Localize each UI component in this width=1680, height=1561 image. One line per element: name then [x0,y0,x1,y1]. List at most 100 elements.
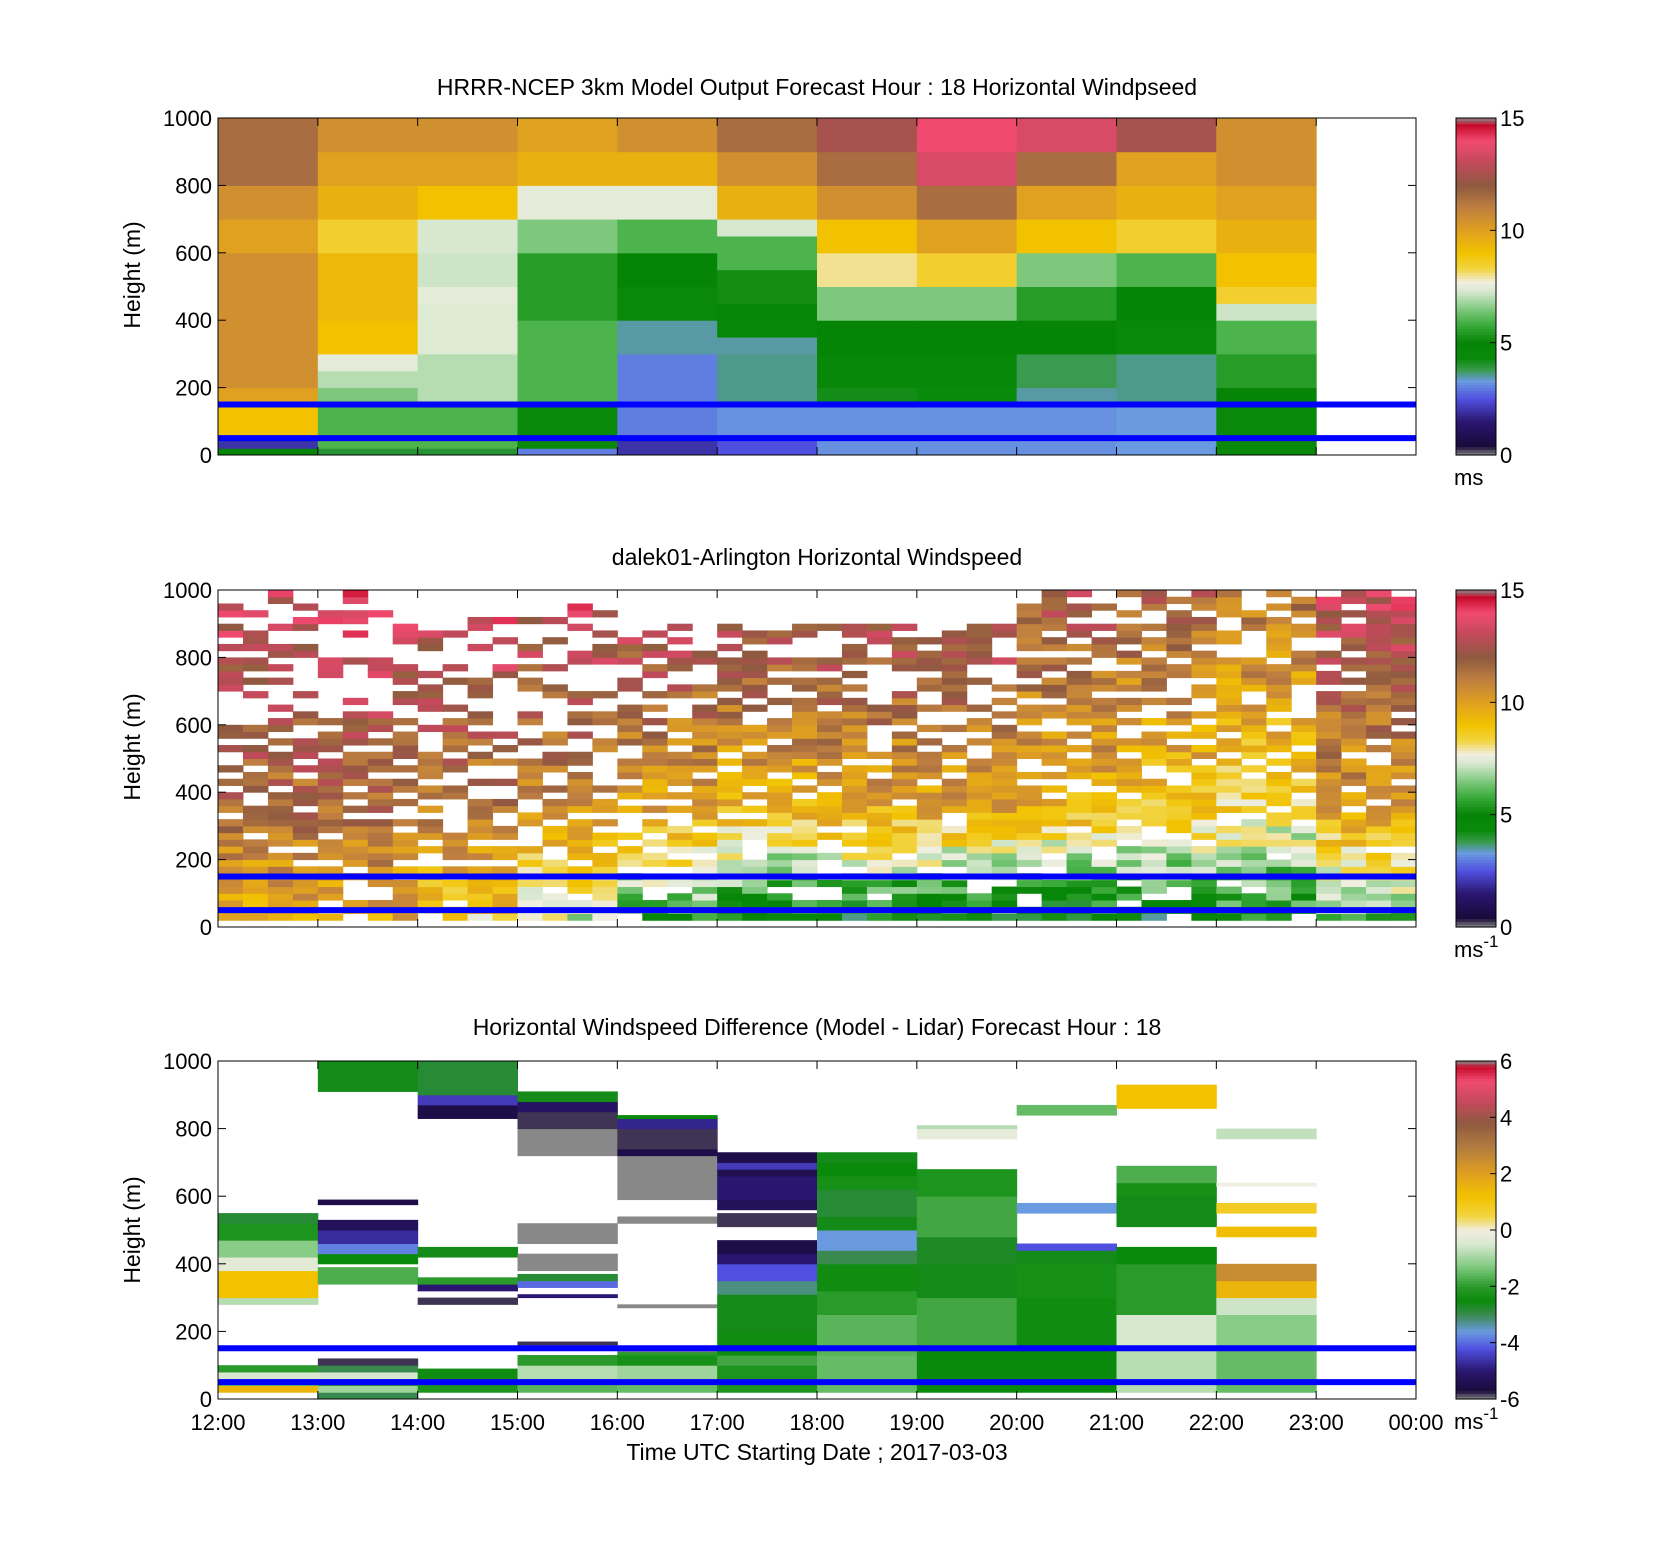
heatmap-cell [417,785,444,793]
heatmap-cell [218,684,244,692]
heatmap-cell [317,778,344,786]
heatmap-cell [317,657,344,665]
heatmap-cell [1366,724,1392,733]
heatmap-cell [317,913,344,921]
heatmap-cell [617,711,643,719]
heatmap-cell [841,893,868,901]
heatmap-cell [841,731,868,739]
heatmap-cell [218,819,244,827]
colorbar-segment [1456,1201,1496,1206]
heatmap-cell [292,711,319,719]
heatmap-cell [392,839,419,847]
heatmap-cell [1116,185,1217,220]
heatmap-cell [941,637,968,645]
heatmap-cell [941,657,968,665]
heatmap-cell [941,643,968,652]
heatmap-cell [1141,697,1167,706]
colorbar-segment [1456,151,1496,156]
heatmap-cell [1141,859,1167,867]
colorbar-segment [1456,859,1496,864]
colorbar-segment [1456,292,1496,296]
heatmap-cell [592,879,618,888]
heatmap-cell [891,704,918,712]
heatmap-cell [517,1280,618,1288]
colorbar-segment [1456,1224,1496,1228]
colorbar-segment [1456,216,1496,220]
heatmap-cell [1091,893,1117,901]
heatmap-cell [916,792,943,800]
colorbar-segment [1456,376,1496,380]
heatmap-cell [417,792,444,800]
colorbar-segment [1456,668,1496,673]
heatmap-cell [1366,643,1392,652]
heatmap-cell [1216,893,1242,901]
heatmap-cell [841,900,868,908]
heatmap-cell [1241,677,1267,685]
x-tick-label: 20:00 [989,1410,1044,1435]
heatmap-cell [1316,771,1342,780]
heatmap-cell [1291,798,1317,807]
heatmap-cell [1191,590,1217,598]
heatmap-cell [218,846,244,854]
heatmap-cell [492,893,518,901]
heatmap-cell [1366,839,1392,847]
heatmap-cell [417,805,444,813]
heatmap-cell [392,778,419,786]
colorbar-segment [1456,207,1496,212]
heatmap-cell [692,798,718,807]
heatmap-cell [742,893,768,901]
heatmap-cell [916,404,1018,456]
heatmap-cell [517,893,543,901]
colorbar-segment [1456,761,1496,765]
heatmap-cell [1116,151,1217,186]
heatmap-cell [1266,839,1292,847]
heatmap-cell [1066,859,1093,867]
heatmap-cell [1366,697,1392,706]
heatmap-cell [792,900,818,908]
heatmap-cell [841,684,868,692]
heatmap-cell [1291,812,1317,820]
heatmap-cell [417,1277,518,1285]
panel-lidar-x-ticks [217,590,1417,927]
heatmap-cell [542,758,568,766]
heatmap-cell [941,886,968,894]
colorbar-segment [1456,1356,1496,1361]
heatmap-cell [966,643,993,652]
heatmap-cell [292,900,319,908]
heatmap-cell [317,852,344,861]
colorbar-segment [1456,1196,1496,1200]
heatmap-cell [717,1263,818,1282]
heatmap-cell [1266,637,1292,645]
heatmap-cell [617,118,718,153]
heatmap-cell [342,657,369,665]
heatmap-cell [267,643,294,652]
heatmap-cell [317,1230,419,1245]
heatmap-cell [317,745,344,753]
heatmap-cell [1216,286,1317,304]
heatmap-cell [767,657,793,665]
heatmap-cell [417,758,444,766]
panel-model-reference-lines [218,401,1416,442]
heatmap-cell [1116,913,1142,921]
heatmap-cell [1241,798,1267,807]
colorbar-segment [1456,1339,1496,1344]
heatmap-cell [717,819,743,827]
heatmap-cell [866,832,893,840]
heatmap-cell [567,879,593,888]
heatmap-cell [1391,893,1417,901]
heatmap-cell [817,623,843,631]
heatmap-cell [1216,1128,1317,1140]
heatmap-cell [1341,913,1367,921]
heatmap-cell [692,812,718,820]
heatmap-cell [492,832,518,840]
heatmap-cell [592,832,618,840]
colorbar-segment [1456,901,1496,906]
heatmap-cell [717,785,743,793]
colorbar-segment [1456,1210,1496,1214]
heatmap-cell [617,1355,718,1366]
heatmap-cell [417,286,518,304]
heatmap-cell [841,724,868,733]
heatmap-cell [941,751,968,759]
heatmap-cell [517,771,543,780]
heatmap-cell [292,893,319,901]
